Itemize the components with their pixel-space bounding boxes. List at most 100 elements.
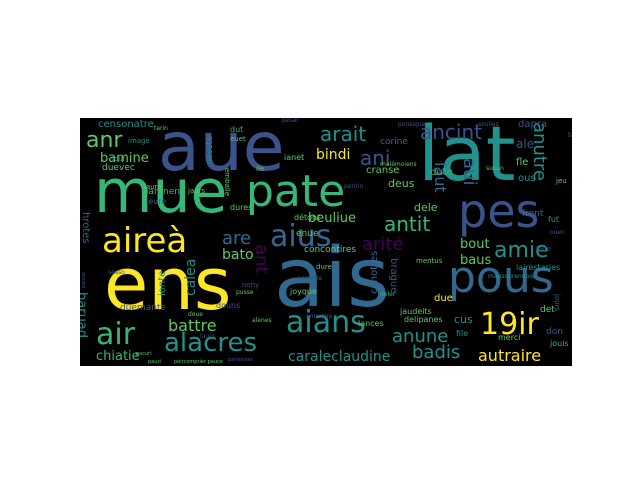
word: don <box>546 327 563 337</box>
word: lion <box>366 261 377 268</box>
word: deler <box>380 291 396 298</box>
word: jaurs <box>188 187 206 195</box>
word: antit <box>384 212 431 236</box>
word: peircomprier pauce <box>174 359 223 365</box>
word: alacres <box>164 328 258 358</box>
word: fle <box>516 157 529 168</box>
word: are <box>222 228 252 249</box>
word: cranse <box>366 165 400 176</box>
word: dévote <box>205 136 214 164</box>
word: bout <box>460 237 490 252</box>
word: duevec <box>102 163 135 173</box>
word: ant <box>251 244 272 274</box>
word-cloud: ais ens aue lat mue pate pes pous aireà … <box>80 118 572 366</box>
word: mausourendois <box>488 273 535 280</box>
word: brague <box>388 258 399 294</box>
word: badis <box>412 342 461 363</box>
word: pes <box>458 184 540 238</box>
word: ouen <box>550 229 565 236</box>
word: tarin <box>154 125 168 132</box>
word: dut <box>230 125 244 134</box>
word: malémoiens <box>380 161 417 168</box>
word: canottes <box>369 250 380 294</box>
word: duemante <box>120 303 167 313</box>
word: enue <box>296 229 319 239</box>
word: lat <box>418 118 516 198</box>
word: arait <box>320 122 367 146</box>
word: laue <box>536 245 551 253</box>
word: ile <box>256 165 265 173</box>
word: ais <box>274 231 390 326</box>
word: aui <box>459 158 480 186</box>
word: pairessies <box>228 357 253 363</box>
word: anr <box>86 128 123 153</box>
word: iarenent <box>146 187 184 197</box>
word: paisse <box>81 272 87 288</box>
word: tan <box>568 131 572 139</box>
word: delipanes <box>404 315 443 324</box>
word: dures <box>230 203 253 212</box>
word: caraleclaudine <box>288 349 391 365</box>
word: censonatre <box>98 119 154 130</box>
word: ionte <box>157 270 168 296</box>
word: détont <box>294 213 321 222</box>
word: front <box>522 209 544 219</box>
word: serenite <box>298 275 323 282</box>
word: nony <box>242 281 260 289</box>
word: jouis <box>550 339 569 348</box>
word: hrotes <box>80 212 91 244</box>
word: douns <box>216 301 241 310</box>
word: jeu <box>556 177 567 185</box>
word: emballe <box>223 168 231 197</box>
word: jours <box>553 294 561 312</box>
word: ens <box>104 242 232 326</box>
word: aireà <box>102 221 188 261</box>
word: laurs <box>200 333 215 340</box>
word: ani <box>360 146 391 170</box>
word: due <box>434 293 453 304</box>
word: battre <box>168 316 217 335</box>
word: ancint <box>420 120 483 144</box>
word: sesso <box>108 269 125 276</box>
word: pauci <box>148 359 162 365</box>
word: mentus <box>416 257 443 265</box>
word: arité <box>362 234 404 255</box>
word: alenes <box>252 317 272 324</box>
word: fut <box>548 215 560 224</box>
word: lances <box>358 319 384 328</box>
word: concontires <box>304 245 357 255</box>
word: mue <box>94 157 228 227</box>
word: corine <box>380 137 408 147</box>
word: joyque <box>290 287 317 296</box>
word: baus <box>460 253 492 268</box>
word: bindi <box>316 147 351 163</box>
word: merci <box>498 333 521 342</box>
word: aius <box>270 219 332 254</box>
word: pacuri <box>136 351 152 357</box>
word: ale <box>516 137 535 151</box>
word: aians <box>286 305 366 340</box>
word: image <box>128 137 150 145</box>
word: annuaire <box>306 313 333 320</box>
word: euet <box>230 135 246 143</box>
word: anune <box>392 326 449 347</box>
word: chiatie <box>96 349 140 364</box>
word: dapra <box>518 119 548 130</box>
word: soulies <box>478 121 499 128</box>
word: ianet <box>284 153 305 162</box>
word: doue <box>188 311 203 318</box>
word: pate <box>246 166 346 217</box>
word: 19ir <box>480 307 539 342</box>
word: det <box>540 305 555 315</box>
word: lairestaries <box>516 263 561 272</box>
word: air <box>96 317 136 352</box>
word: leure <box>146 197 167 206</box>
word: ponsique <box>398 121 426 128</box>
word: laure <box>144 183 162 191</box>
word: amie <box>494 238 549 263</box>
word: baruad <box>80 292 89 339</box>
word: dure <box>316 263 332 271</box>
word: pentin <box>344 183 364 190</box>
word: cus <box>454 313 473 326</box>
word: sucun <box>486 165 504 172</box>
